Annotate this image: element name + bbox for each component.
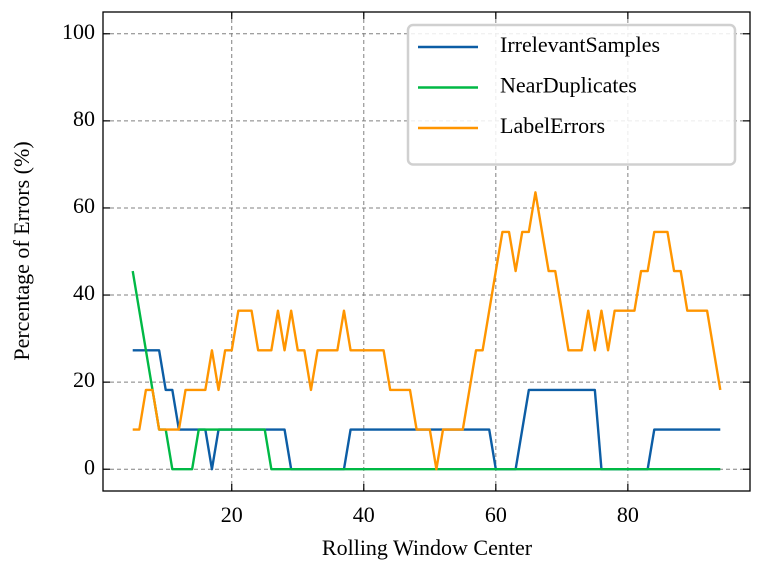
data-line <box>132 349 721 471</box>
y-tick-label: 20 <box>73 367 95 392</box>
legend-frame <box>406 23 737 166</box>
y-tick-label: 60 <box>73 193 95 218</box>
y-tick-label: 40 <box>73 280 95 305</box>
y-tick-label: 100 <box>62 19 95 44</box>
legend-label: LabelErrors <box>500 113 605 138</box>
x-tick-label: 40 <box>353 502 375 527</box>
y-axis-label: Percentage of Errors (%) <box>9 141 34 360</box>
legend-label: NearDuplicates <box>500 73 637 98</box>
plot-frame <box>102 11 751 492</box>
x-tick-label: 20 <box>221 502 243 527</box>
data-line <box>131 270 721 471</box>
y-tick-label: 0 <box>84 454 95 479</box>
legend-label: IrrelevantSamples <box>500 32 660 57</box>
x-tick-label: 60 <box>485 502 507 527</box>
x-axis-label: Rolling Window Center <box>322 535 533 560</box>
data-line <box>132 191 722 471</box>
y-tick-label: 80 <box>73 106 95 131</box>
x-tick-label: 80 <box>617 502 639 527</box>
